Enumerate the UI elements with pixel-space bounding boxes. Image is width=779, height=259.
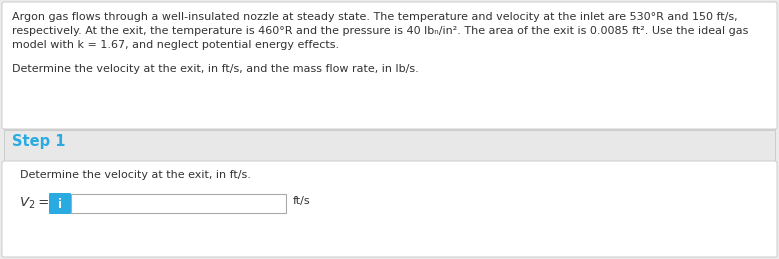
FancyBboxPatch shape — [49, 193, 71, 214]
Text: 2: 2 — [28, 200, 34, 210]
Text: Step 1: Step 1 — [12, 134, 65, 149]
Text: Determine the velocity at the exit, in ft/s.: Determine the velocity at the exit, in f… — [20, 170, 251, 180]
Text: ft/s: ft/s — [293, 196, 311, 206]
Text: Argon gas flows through a well-insulated nozzle at steady state. The temperature: Argon gas flows through a well-insulated… — [12, 12, 738, 22]
Text: =: = — [34, 196, 49, 209]
Bar — [71, 194, 286, 213]
Text: Determine the velocity at the exit, in ft/s, and the mass flow rate, in lb/s.: Determine the velocity at the exit, in f… — [12, 64, 419, 74]
Bar — [4, 130, 775, 163]
Text: respectively. At the exit, the temperature is 460°R and the pressure is 40 lbₙ/i: respectively. At the exit, the temperatu… — [12, 26, 749, 36]
Text: i: i — [58, 198, 62, 211]
Text: V: V — [20, 196, 29, 209]
FancyBboxPatch shape — [2, 2, 777, 129]
FancyBboxPatch shape — [2, 161, 777, 257]
Text: model with k = 1.67, and neglect potential energy effects.: model with k = 1.67, and neglect potenti… — [12, 40, 339, 50]
